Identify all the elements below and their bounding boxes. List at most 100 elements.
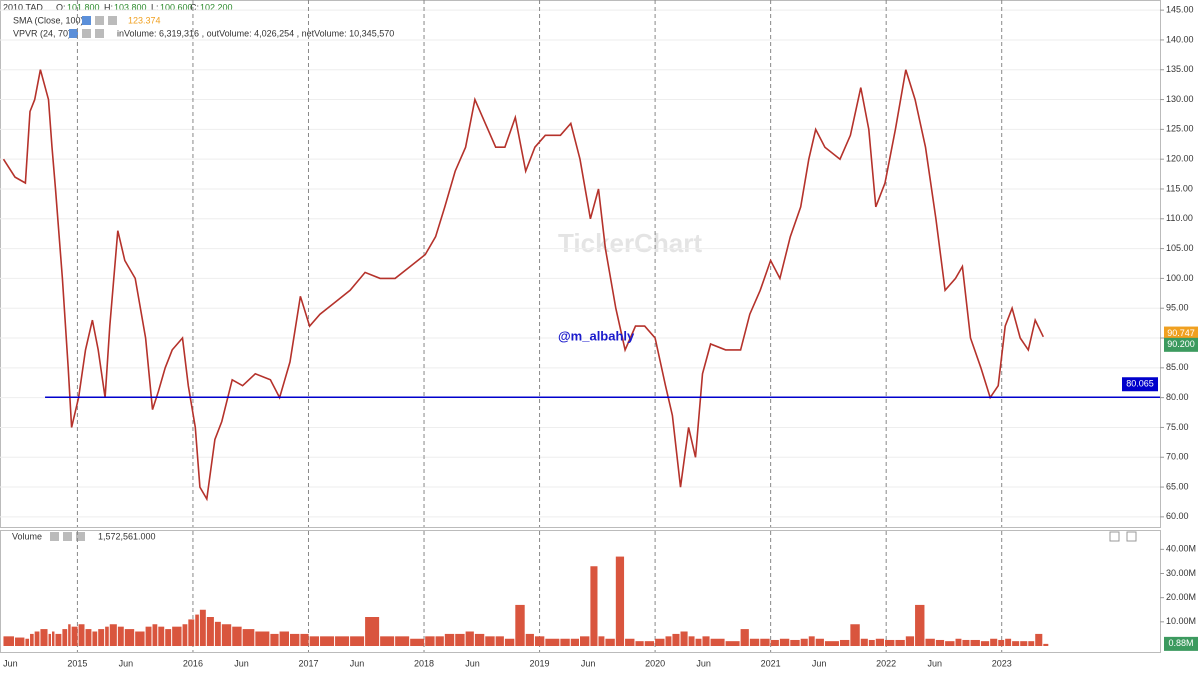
volume-bar	[290, 633, 300, 646]
icon[interactable]	[69, 29, 78, 38]
volume-bar	[78, 624, 85, 646]
annotation: @m_albahly	[558, 328, 635, 343]
volume-bar	[998, 639, 1005, 646]
volume-bar	[255, 631, 270, 646]
volume-bar	[395, 636, 410, 646]
x-tick-label: 2017	[298, 658, 318, 668]
volume-bar	[117, 626, 124, 646]
icon[interactable]	[50, 532, 59, 541]
volume-title: Volume	[12, 531, 42, 541]
volume-bar	[895, 639, 905, 646]
icon[interactable]	[63, 532, 72, 541]
volume-bar	[625, 638, 635, 646]
volume-bar	[915, 604, 925, 646]
volume-bar	[702, 636, 710, 646]
button[interactable]	[1109, 531, 1120, 542]
vpvr-stats: inVolume: 6,319,316 , outVolume: 4,026,2…	[117, 28, 394, 38]
volume-badge-label: 0.88M	[1168, 638, 1193, 648]
volume-bar	[165, 629, 172, 646]
volume-bar	[534, 636, 545, 646]
y-tick-label: 130.00	[1166, 94, 1194, 104]
volume-bar	[124, 629, 135, 646]
volume-bar	[55, 633, 62, 646]
ohlc-key: L:	[151, 2, 159, 12]
y-tick-label: 80.00	[1166, 392, 1189, 402]
volume-bar	[935, 639, 945, 646]
x-tick-label: Jun	[3, 658, 18, 668]
y-tick-label: 100.00	[1166, 273, 1194, 283]
y-tick-label: 65.00	[1166, 481, 1189, 491]
icon[interactable]	[76, 532, 85, 541]
volume-bar	[868, 639, 875, 646]
volume-bar	[815, 638, 824, 646]
volume-bar	[455, 633, 465, 646]
x-tick-label: Jun	[465, 658, 480, 668]
volume-bar	[158, 626, 165, 646]
volume-bar	[770, 639, 779, 646]
icon[interactable]	[108, 16, 117, 25]
volume-bar	[672, 633, 680, 646]
volume-bar	[85, 629, 92, 646]
x-tick-label: 2023	[992, 658, 1012, 668]
volume-bar	[515, 604, 525, 646]
volume-bar	[955, 638, 962, 646]
x-tick-label: 2019	[530, 658, 550, 668]
y-tick-label: 145.00	[1166, 5, 1194, 15]
y-tick-label: 110.00	[1166, 213, 1193, 223]
volume-bar	[665, 636, 672, 646]
volume-bar	[710, 638, 725, 646]
volume-bar	[474, 633, 485, 646]
x-tick-label: Jun	[234, 658, 249, 668]
volume-bar	[800, 638, 808, 646]
volume-bar	[410, 638, 425, 646]
volume-bar	[839, 639, 850, 646]
x-tick-label: 2020	[645, 658, 665, 668]
volume-bar	[875, 638, 885, 646]
volume-bar	[68, 624, 71, 646]
volume-bar	[25, 638, 30, 646]
volume-bar	[980, 641, 990, 646]
symbol: 2010.TAD	[3, 2, 43, 12]
volume-bar	[525, 633, 534, 646]
ohlc-key: H:	[104, 2, 113, 12]
volume-bar	[925, 638, 935, 646]
volume-bar	[62, 629, 68, 646]
volume-bar	[444, 633, 455, 646]
icon[interactable]	[82, 29, 91, 38]
volume-bar	[1028, 641, 1035, 646]
watermark: TickerChart	[558, 228, 702, 258]
volume-bar	[970, 639, 980, 646]
y-tick-label: 70.00	[1166, 452, 1189, 462]
volume-bar	[605, 638, 615, 646]
volume-bar	[242, 629, 255, 646]
volume-bar	[615, 556, 625, 646]
last-badge-label: 90.200	[1167, 339, 1195, 349]
volume-bar	[725, 641, 740, 646]
volume-bar	[570, 638, 579, 646]
volume-bar	[590, 566, 598, 646]
volume-bar	[30, 633, 34, 646]
ohlc-value: 100.600	[160, 2, 193, 12]
volume-bar	[182, 624, 188, 646]
y-tick-label: 105.00	[1166, 243, 1194, 253]
volume-bar	[71, 626, 78, 646]
volume-bar	[495, 636, 504, 646]
sma-value: 123.374	[128, 15, 161, 25]
button[interactable]	[1126, 531, 1137, 542]
volume-bar	[1012, 641, 1020, 646]
hline-label: 80.065	[1126, 379, 1154, 389]
volume-bar	[905, 636, 915, 646]
volume-bar	[504, 638, 515, 646]
volume-bar	[485, 636, 495, 646]
icon[interactable]	[95, 16, 104, 25]
x-tick-label: Jun	[119, 658, 134, 668]
icon[interactable]	[82, 16, 91, 25]
y-tick-label: 20.00M	[1166, 592, 1196, 602]
volume-bar	[644, 641, 655, 646]
icon[interactable]	[95, 29, 104, 38]
volume-bar	[850, 624, 860, 646]
volume-bar	[824, 641, 839, 646]
x-tick-label: 2015	[67, 658, 87, 668]
